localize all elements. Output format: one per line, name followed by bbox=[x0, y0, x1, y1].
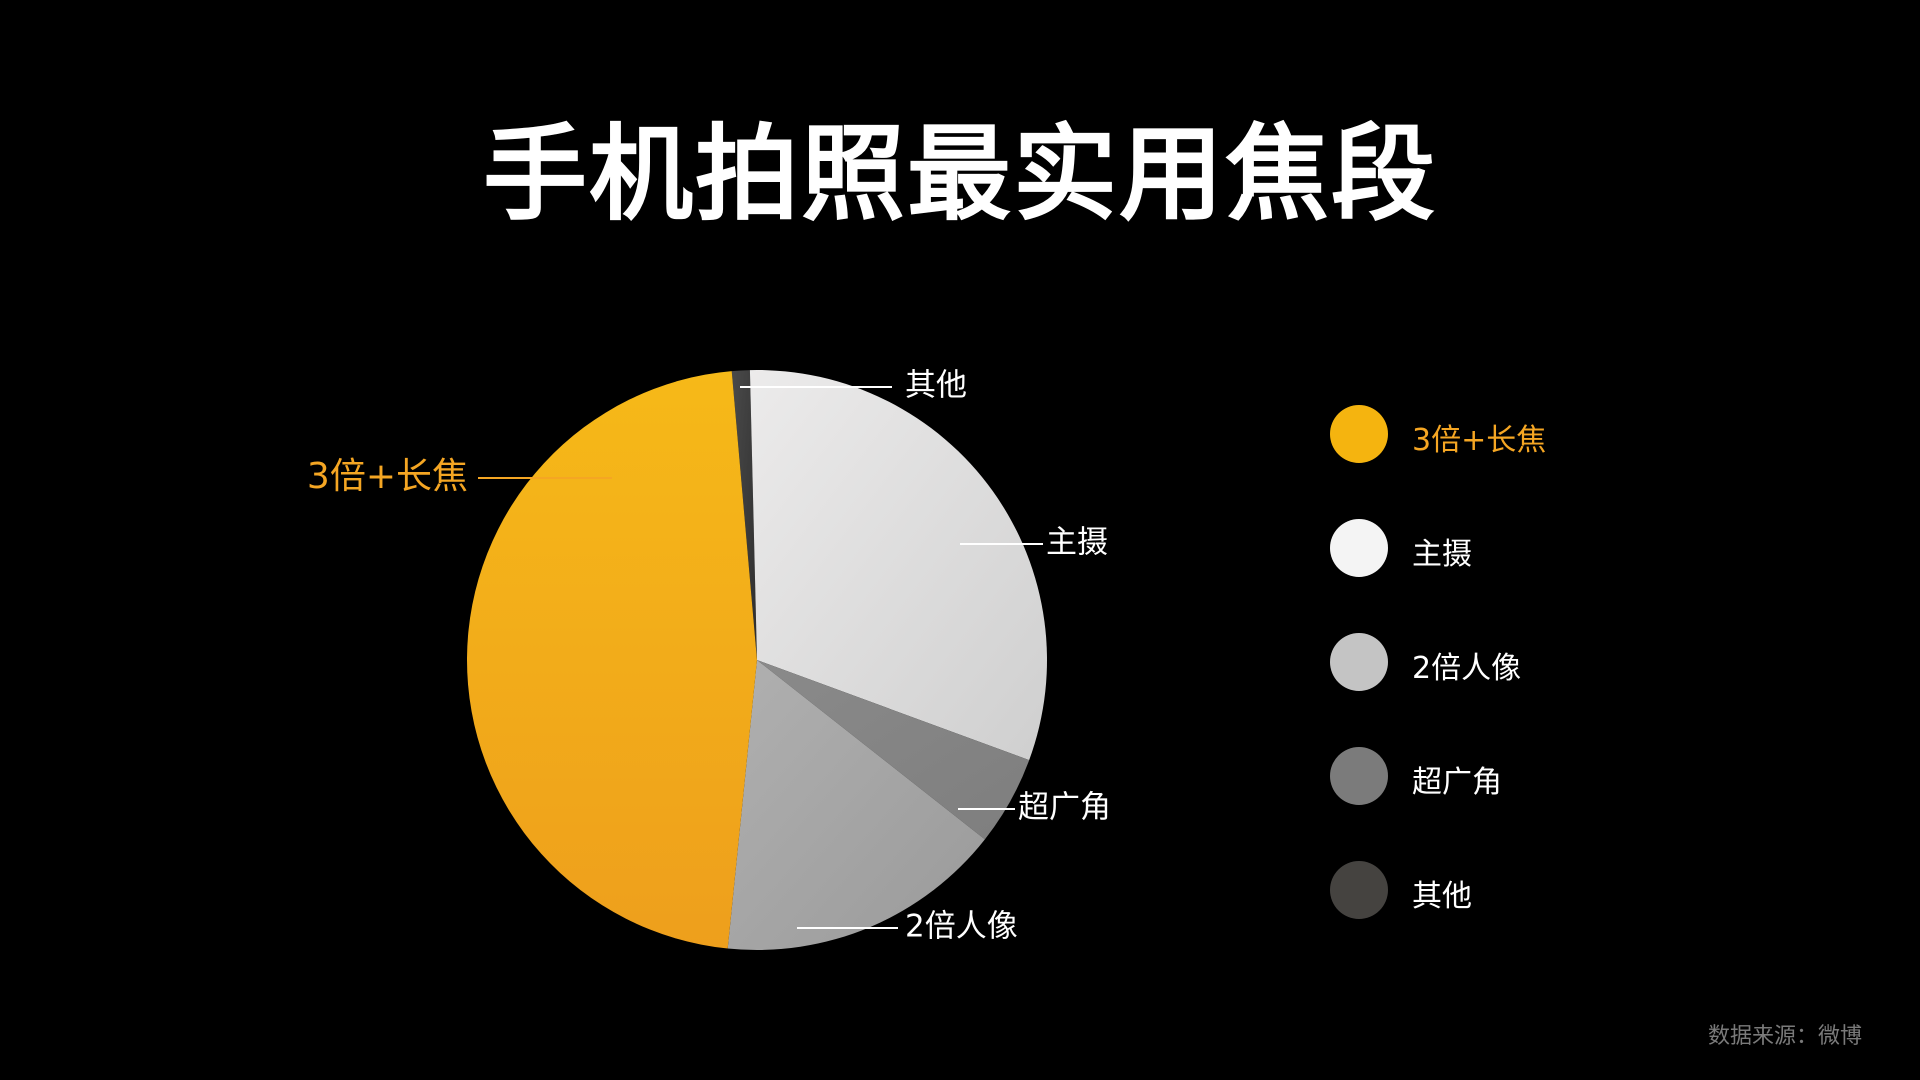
data-source: 数据来源：微博 bbox=[1707, 1024, 1862, 1049]
legend-item: 主摄 bbox=[1330, 519, 1750, 579]
legend-label: 2倍人像 bbox=[1412, 651, 1522, 686]
legend-item: 其他 bbox=[1330, 861, 1750, 921]
legend-swatch bbox=[1330, 633, 1388, 691]
legend-swatch bbox=[1330, 861, 1388, 919]
pie-slice bbox=[727, 660, 985, 950]
slice-label: 2倍人像 bbox=[905, 909, 1018, 945]
slice-label: 超广角 bbox=[1018, 790, 1111, 826]
pie-slice bbox=[757, 660, 1030, 840]
legend-label: 超广角 bbox=[1412, 765, 1502, 800]
legend-label: 其他 bbox=[1412, 879, 1472, 914]
slice-label: 其他 bbox=[905, 368, 967, 404]
legend-swatch bbox=[1330, 405, 1388, 463]
pie-slice bbox=[731, 370, 757, 660]
legend-label: 主摄 bbox=[1412, 537, 1472, 572]
pie-slice bbox=[749, 370, 1047, 761]
legend-swatch bbox=[1330, 747, 1388, 805]
slice-label: 主摄 bbox=[1046, 525, 1108, 561]
pie-slices bbox=[467, 370, 1047, 950]
chart-title: 手机拍照最实用焦段 bbox=[482, 113, 1437, 235]
legend-label: 3倍+长焦 bbox=[1412, 423, 1547, 458]
legend-item: 超广角 bbox=[1330, 747, 1750, 807]
legend-item: 3倍+长焦 bbox=[1330, 405, 1750, 465]
pie-slice bbox=[467, 371, 757, 949]
legend-swatch bbox=[1330, 519, 1388, 577]
leader-lines bbox=[478, 386, 1043, 929]
legend-item: 2倍人像 bbox=[1330, 633, 1750, 693]
slice-label: 3倍+长焦 bbox=[307, 456, 468, 497]
